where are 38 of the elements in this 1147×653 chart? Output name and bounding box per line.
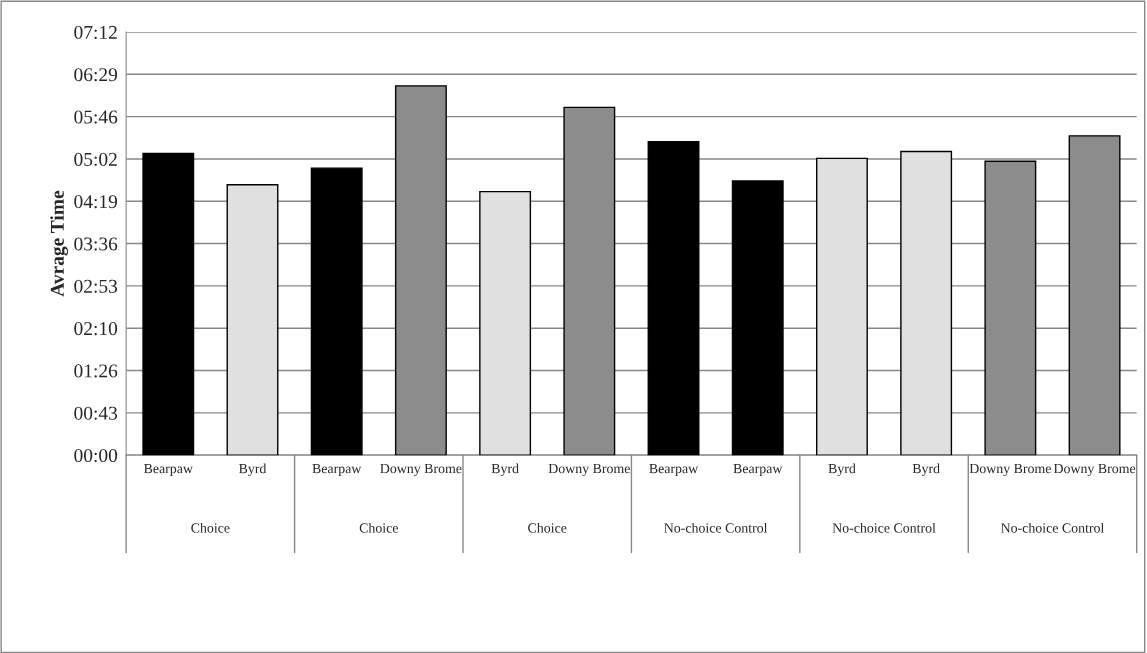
x-tick-label: Bearpaw bbox=[143, 464, 193, 477]
text: No-choice Control bbox=[832, 522, 936, 533]
x-tick-label: Downy Brome bbox=[969, 463, 1051, 477]
bar bbox=[226, 184, 279, 456]
bar bbox=[900, 150, 953, 456]
bar bbox=[815, 157, 868, 456]
y-tick-label: 01:26 bbox=[74, 364, 118, 378]
x-tick-label: Bearpaw bbox=[733, 464, 783, 477]
text: Choice bbox=[359, 522, 398, 533]
x-tick-label: Bearpaw bbox=[312, 464, 362, 477]
bar bbox=[142, 152, 195, 456]
y-tick-label: 07:12 bbox=[74, 25, 117, 40]
x-tick-label: Byrd bbox=[828, 463, 856, 477]
x-tick-label: Downy Brome bbox=[548, 463, 630, 477]
bar bbox=[731, 180, 784, 456]
y-tick-label: 05:46 bbox=[74, 110, 118, 124]
bar bbox=[479, 190, 532, 456]
x-tick-label: Downy Brome bbox=[380, 463, 462, 477]
y-tick-label: 03:36 bbox=[74, 237, 118, 251]
x-tick-label: Bearpaw bbox=[649, 464, 699, 477]
text: Choice bbox=[191, 522, 230, 533]
y-tick-label: 04:19 bbox=[74, 195, 118, 209]
text: Choice bbox=[528, 522, 567, 533]
text: No-choice Control bbox=[1000, 522, 1105, 533]
bar bbox=[310, 167, 363, 456]
y-axis-title: Avrage Time bbox=[50, 190, 68, 297]
y-tick-label: 00:00 bbox=[74, 448, 118, 463]
text: No-choice Control bbox=[664, 522, 768, 533]
y-tick-label: 00:43 bbox=[74, 406, 118, 420]
y-tick-label: 06:29 bbox=[74, 68, 118, 82]
y-tick-label: 05:02 bbox=[74, 152, 117, 166]
y-tick-label: 02:53 bbox=[74, 279, 118, 293]
y-tick-label: 02:10 bbox=[74, 322, 118, 336]
x-tick-label: Byrd bbox=[238, 463, 267, 477]
x-tick-label: Downy Brome bbox=[1053, 463, 1136, 477]
x-tick-label: Byrd bbox=[912, 463, 940, 477]
x-tick-label: Byrd bbox=[491, 463, 519, 477]
bar bbox=[647, 141, 700, 456]
